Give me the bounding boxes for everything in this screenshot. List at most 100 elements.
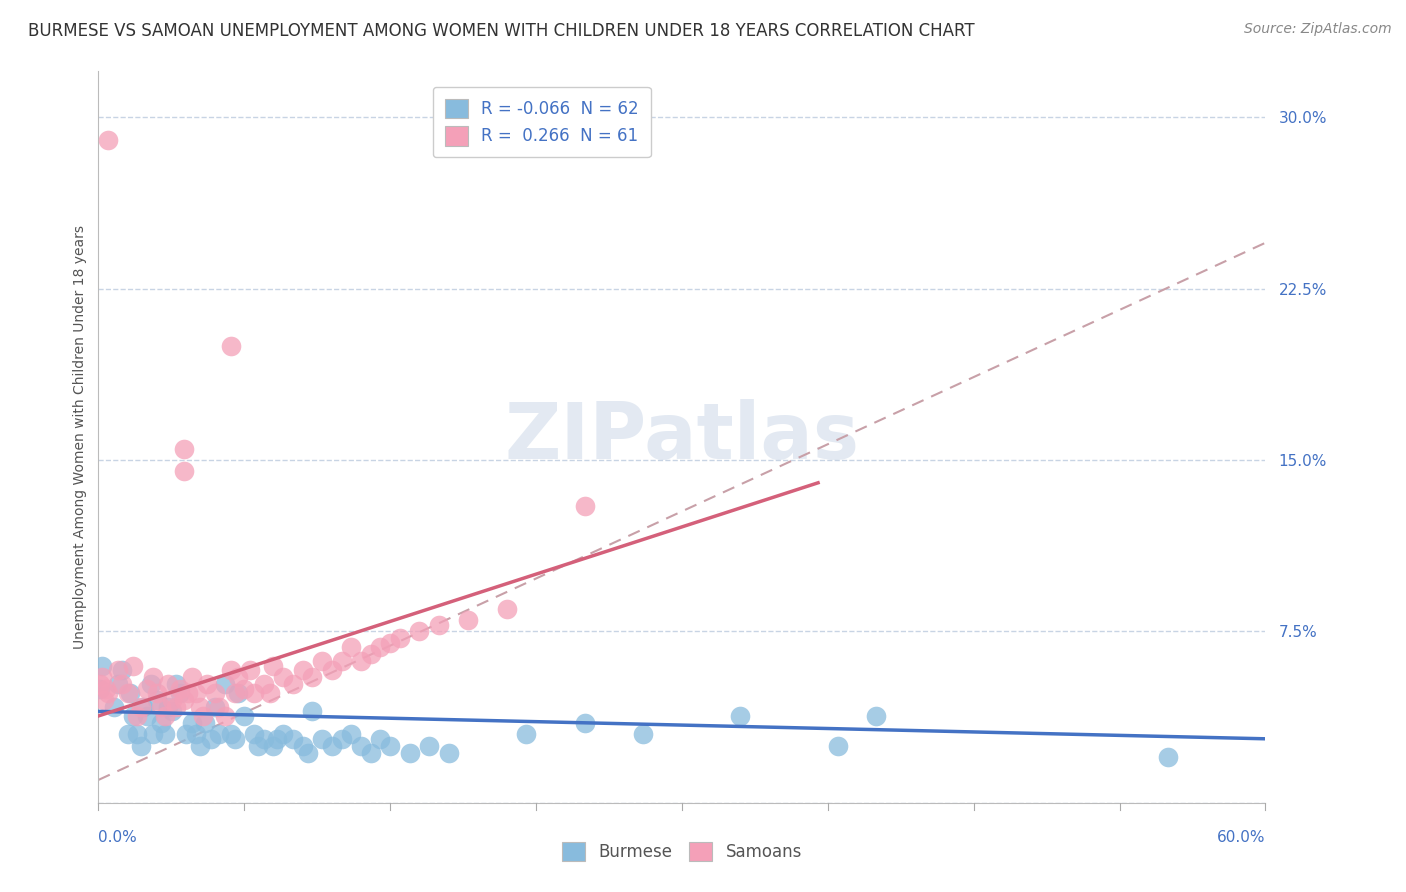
Point: [96, 681, 118, 696]
Point: [204, 686, 226, 700]
Point: [111, 677, 134, 691]
Point: [291, 663, 314, 677]
Point: [91, 658, 114, 673]
Point: [239, 663, 262, 677]
Point: [350, 739, 373, 753]
Point: [631, 727, 654, 741]
Point: [180, 670, 202, 684]
Point: [162, 693, 184, 707]
Point: [153, 709, 176, 723]
Point: [408, 624, 430, 639]
Point: [262, 658, 284, 673]
Y-axis label: Unemployment Among Women with Children Under 18 years: Unemployment Among Women with Children U…: [73, 225, 87, 649]
Point: [157, 677, 180, 691]
Point: [165, 699, 187, 714]
Point: [219, 727, 242, 741]
Point: [380, 739, 402, 753]
Point: [370, 640, 392, 655]
Point: [184, 686, 207, 700]
Point: [219, 338, 242, 352]
Point: [515, 727, 537, 741]
Point: [865, 709, 887, 723]
Point: [188, 739, 211, 753]
Point: [208, 727, 231, 741]
Text: 0.0%: 0.0%: [98, 830, 138, 846]
Point: [129, 739, 152, 753]
Point: [146, 693, 169, 707]
Point: [827, 739, 849, 753]
Point: [360, 746, 382, 760]
Point: [117, 727, 139, 741]
Point: [153, 727, 176, 741]
Point: [321, 663, 343, 677]
Point: [214, 677, 236, 691]
Point: [149, 715, 172, 730]
Text: ZIPatlas: ZIPatlas: [505, 399, 859, 475]
Point: [224, 686, 246, 700]
Point: [162, 705, 184, 719]
Point: [246, 739, 269, 753]
Point: [91, 670, 114, 684]
Point: [129, 699, 152, 714]
Point: [437, 746, 460, 760]
Point: [301, 705, 323, 719]
Text: BURMESE VS SAMOAN UNEMPLOYMENT AMONG WOMEN WITH CHILDREN UNDER 18 YEARS CORRELAT: BURMESE VS SAMOAN UNEMPLOYMENT AMONG WOM…: [28, 22, 974, 40]
Point: [97, 686, 120, 700]
Point: [149, 699, 172, 714]
Point: [730, 709, 752, 723]
Point: [496, 601, 519, 615]
Point: [297, 746, 319, 760]
Point: [127, 727, 149, 741]
Point: [139, 677, 162, 691]
Point: [177, 686, 200, 700]
Text: Source: ZipAtlas.com: Source: ZipAtlas.com: [1244, 22, 1392, 37]
Point: [89, 677, 111, 691]
Point: [253, 677, 276, 691]
Point: [259, 686, 281, 700]
Point: [165, 677, 187, 691]
Point: [574, 715, 596, 730]
Point: [266, 731, 288, 746]
Point: [262, 739, 284, 753]
Point: [311, 731, 333, 746]
Point: [174, 727, 197, 741]
Point: [103, 699, 125, 714]
Point: [89, 681, 111, 696]
Point: [418, 739, 440, 753]
Point: [398, 746, 420, 760]
Point: [350, 654, 373, 668]
Point: [271, 670, 294, 684]
Point: [340, 640, 363, 655]
Point: [301, 670, 323, 684]
Point: [321, 739, 343, 753]
Point: [271, 727, 294, 741]
Point: [291, 739, 314, 753]
Point: [173, 442, 195, 456]
Point: [380, 636, 402, 650]
Point: [93, 693, 115, 707]
Point: [142, 670, 165, 684]
Point: [281, 677, 304, 691]
Point: [122, 658, 145, 673]
Point: [97, 133, 120, 147]
Point: [233, 709, 256, 723]
Point: [193, 709, 215, 723]
Point: [253, 731, 276, 746]
Point: [219, 663, 242, 677]
Point: [136, 709, 159, 723]
Point: [107, 663, 129, 677]
Point: [117, 686, 139, 700]
Point: [107, 677, 129, 691]
Point: [360, 647, 382, 661]
Point: [118, 686, 141, 700]
Legend: Burmese, Samoans: Burmese, Samoans: [555, 835, 808, 868]
Point: [233, 681, 256, 696]
Point: [208, 699, 231, 714]
Point: [142, 727, 165, 741]
Point: [370, 731, 392, 746]
Point: [340, 727, 363, 741]
Point: [169, 681, 191, 696]
Point: [111, 663, 134, 677]
Point: [228, 670, 250, 684]
Point: [169, 686, 191, 700]
